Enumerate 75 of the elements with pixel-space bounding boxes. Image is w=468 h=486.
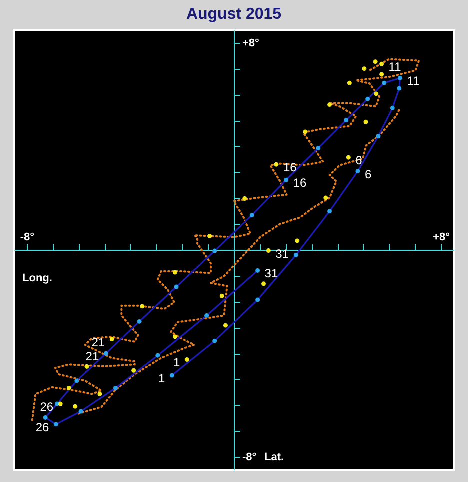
point (284, 178, 289, 182)
point (43, 415, 48, 420)
chart-title: August 2015 (186, 6, 282, 23)
point (137, 319, 142, 324)
annotation: 31 (276, 246, 290, 261)
annotation: 1 (158, 372, 166, 386)
point (212, 248, 218, 254)
point (73, 404, 78, 409)
point (104, 351, 108, 356)
point (274, 162, 279, 167)
point (324, 196, 328, 200)
annotation: 16 (283, 160, 298, 175)
point (58, 402, 63, 406)
annotation: 21 (92, 335, 106, 350)
point (390, 106, 395, 110)
point (156, 353, 160, 358)
annotation: 26 (40, 400, 54, 414)
point (294, 252, 298, 258)
point (382, 80, 387, 86)
x-axis-title: Long. (22, 272, 52, 284)
point (256, 298, 260, 302)
annotation: 16 (293, 176, 307, 190)
point (303, 130, 308, 134)
annotation: 1 (173, 356, 180, 370)
point (328, 209, 332, 214)
line-series (78, 108, 400, 415)
point (398, 76, 402, 80)
point (344, 118, 349, 123)
point (374, 92, 379, 96)
point (380, 72, 384, 77)
point (212, 338, 218, 344)
point (140, 304, 145, 309)
point (380, 62, 384, 66)
point (373, 60, 378, 64)
point (173, 334, 178, 340)
annotation: 11 (407, 74, 420, 88)
y-axis-title: Lat. (264, 452, 284, 464)
point (170, 373, 174, 378)
annotation: 31 (264, 266, 278, 281)
annotation: 26 (36, 420, 50, 434)
point (98, 392, 102, 396)
point (397, 86, 402, 91)
point (74, 378, 80, 384)
point (204, 314, 210, 318)
point (84, 364, 90, 369)
point (223, 323, 228, 328)
point (110, 337, 114, 342)
point (316, 146, 321, 151)
point (66, 386, 72, 390)
point (184, 358, 190, 362)
point (256, 268, 260, 273)
point (347, 80, 352, 86)
point (376, 134, 381, 139)
point (266, 248, 271, 254)
annotation: 21 (86, 350, 100, 364)
point (173, 270, 178, 275)
annotation: 6 (364, 167, 372, 182)
point (364, 120, 368, 124)
point (250, 213, 254, 218)
annotation: 11 (388, 60, 402, 74)
point (295, 238, 300, 244)
point (242, 196, 248, 201)
point (346, 155, 351, 160)
point (366, 96, 370, 102)
point (362, 66, 367, 72)
point (220, 294, 224, 298)
point (208, 234, 212, 239)
point (356, 169, 360, 174)
point (174, 284, 179, 290)
point (328, 102, 332, 108)
point (132, 368, 136, 373)
point (54, 422, 58, 427)
point (78, 409, 84, 414)
point (262, 282, 266, 286)
point (113, 386, 118, 390)
